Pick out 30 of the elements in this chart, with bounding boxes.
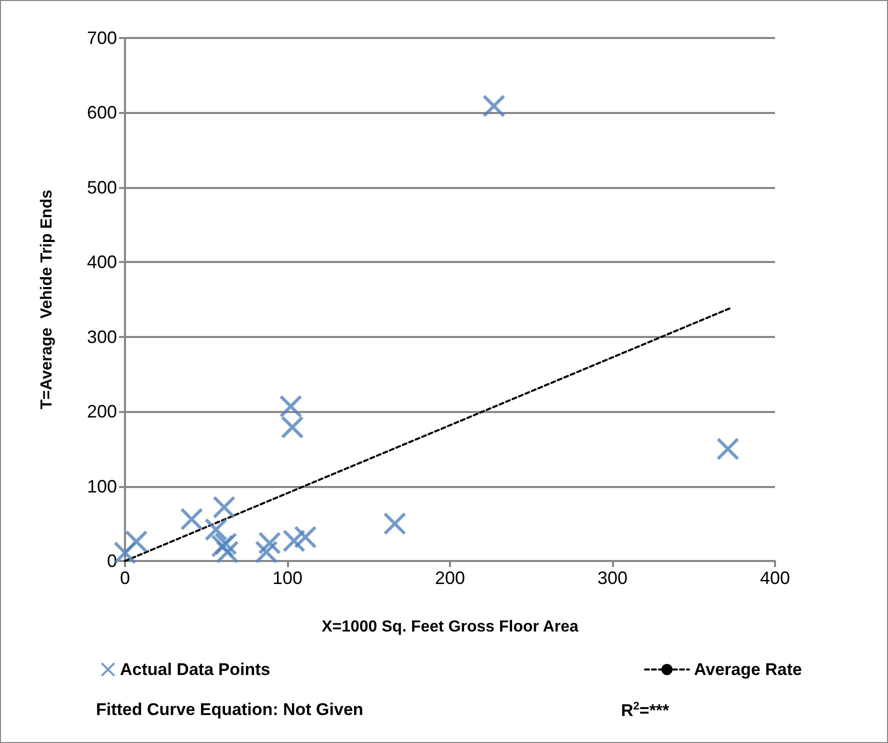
x-tick-label: 200 xyxy=(434,568,466,588)
y-tick-label: 500 xyxy=(86,177,117,198)
point xyxy=(205,518,227,541)
y-tick-label: 0 xyxy=(106,551,117,571)
point xyxy=(212,535,234,558)
point xyxy=(255,541,278,564)
x-tick-label: 300 xyxy=(597,568,628,588)
point xyxy=(280,395,302,418)
y-tick-label: 200 xyxy=(86,402,117,422)
point xyxy=(180,508,203,530)
y-tick-label: 400 xyxy=(86,252,117,272)
y-tick-label: 100 xyxy=(86,476,117,496)
x-tick-label: 0 xyxy=(120,568,130,588)
legend-label: Actual Data Points xyxy=(120,660,270,679)
point xyxy=(482,94,505,117)
x-axis-title: X=1000 Sq. Feet Gross Floor Area xyxy=(322,618,579,636)
point xyxy=(213,496,236,518)
point xyxy=(281,416,304,438)
y-tick-label: 300 xyxy=(86,326,117,347)
y-tick-label: 700 xyxy=(86,28,117,48)
point xyxy=(384,512,406,535)
legend-label: Average Rate xyxy=(694,660,802,679)
x-tick-label: 400 xyxy=(760,568,790,588)
text: Fitted Curve Equation: Not Given xyxy=(96,700,364,719)
y-axis-title: T=Average Vehide Trip Ends xyxy=(38,190,56,410)
point xyxy=(294,526,316,548)
y-tick-label: 600 xyxy=(86,102,117,123)
x-tick-label: 100 xyxy=(272,568,303,588)
point xyxy=(125,530,148,553)
point xyxy=(716,438,739,460)
